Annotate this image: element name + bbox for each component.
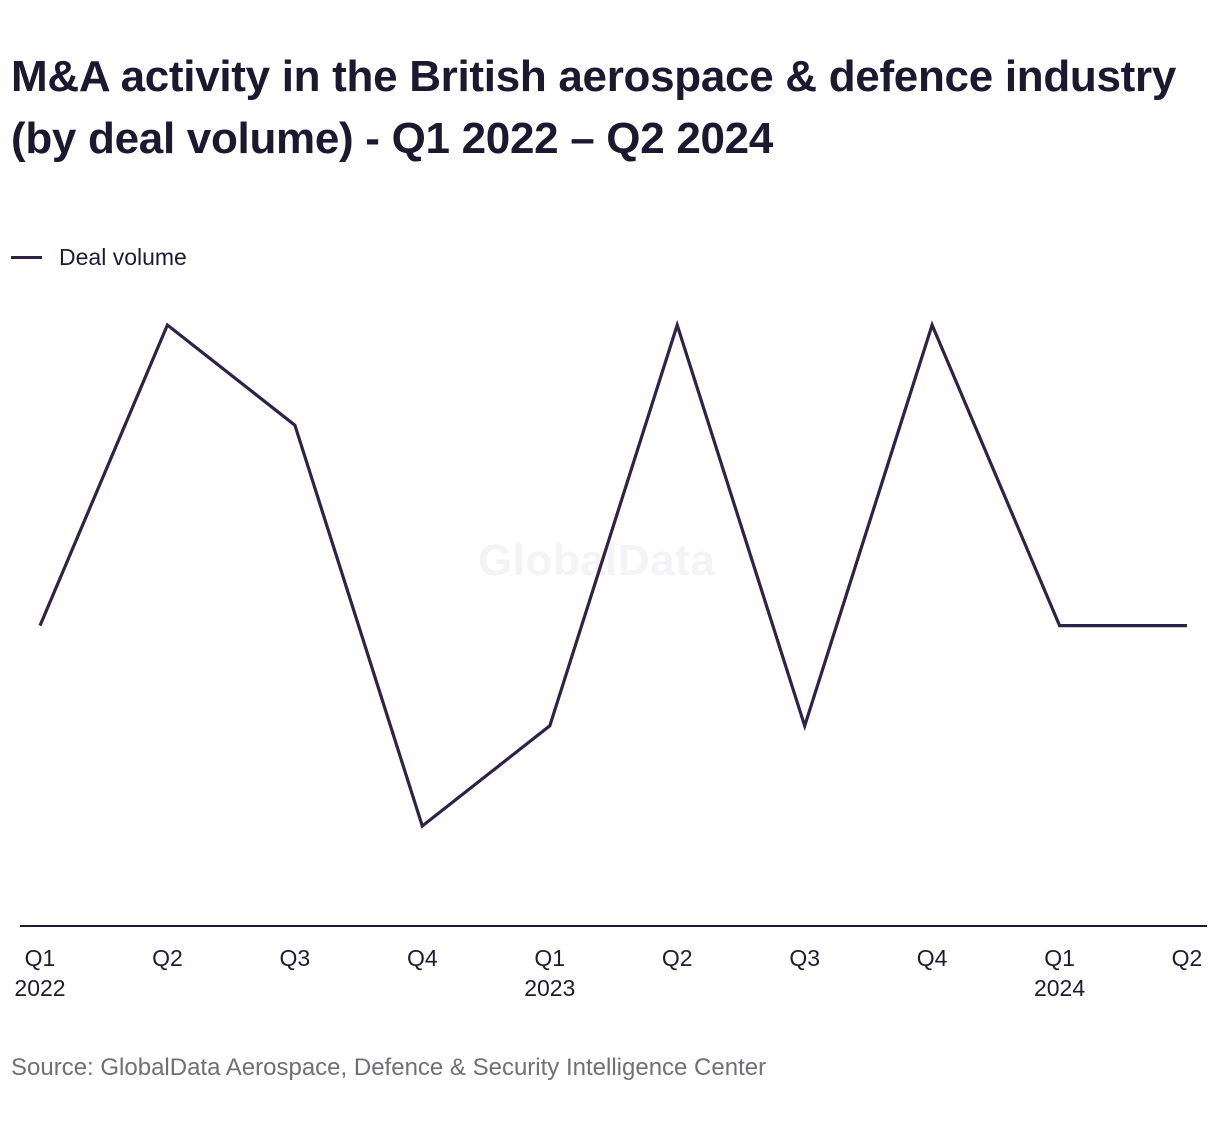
x-tick-label-quarter: Q3 — [789, 945, 820, 971]
source-note: Source: GlobalData Aerospace, Defence & … — [11, 1054, 767, 1081]
x-tick-label-quarter: Q1 — [25, 945, 56, 971]
legend-label-deal-volume: Deal volume — [59, 243, 187, 270]
x-tick-label-quarter: Q2 — [152, 945, 183, 971]
x-tick-label-quarter: Q1 — [1044, 945, 1075, 971]
legend: Deal volume — [11, 242, 187, 272]
data-point-9[interactable] — [1054, 620, 1066, 632]
x-tick-label-year: 2024 — [1034, 975, 1085, 1001]
data-point-4[interactable] — [416, 820, 428, 832]
x-tick-label-year: 2022 — [14, 975, 65, 1001]
series-line-deal-volume — [38, 319, 1187, 829]
legend-swatch-deal-volume — [11, 255, 42, 259]
data-point-3[interactable] — [289, 419, 301, 431]
x-tick-label-quarter: Q2 — [1172, 945, 1203, 971]
data-point-7[interactable] — [799, 720, 811, 732]
x-tick-label-quarter: Q2 — [662, 945, 693, 971]
data-point-1[interactable] — [34, 620, 46, 632]
data-point-6[interactable] — [671, 319, 683, 331]
data-point-10[interactable] — [1181, 620, 1193, 632]
line-chart: Q1 2022 Q2 Q3 Q4 Q1 2023 Q2 Q3 Q4 Q1 2024 Q2 — [14, 319, 1207, 1001]
data-point-8[interactable] — [926, 319, 938, 331]
x-tick-label-quarter: Q4 — [407, 945, 438, 971]
x-tick-label-quarter: Q3 — [280, 945, 311, 971]
chart-title: M&A activity in the British aerospace & … — [11, 52, 1176, 163]
data-point-5[interactable] — [544, 720, 556, 732]
x-tick-label-quarter: Q1 — [534, 945, 565, 971]
x-tick-label-quarter: Q4 — [917, 945, 948, 971]
data-point-2[interactable] — [161, 319, 173, 331]
x-tick-label-year: 2023 — [524, 975, 575, 1001]
